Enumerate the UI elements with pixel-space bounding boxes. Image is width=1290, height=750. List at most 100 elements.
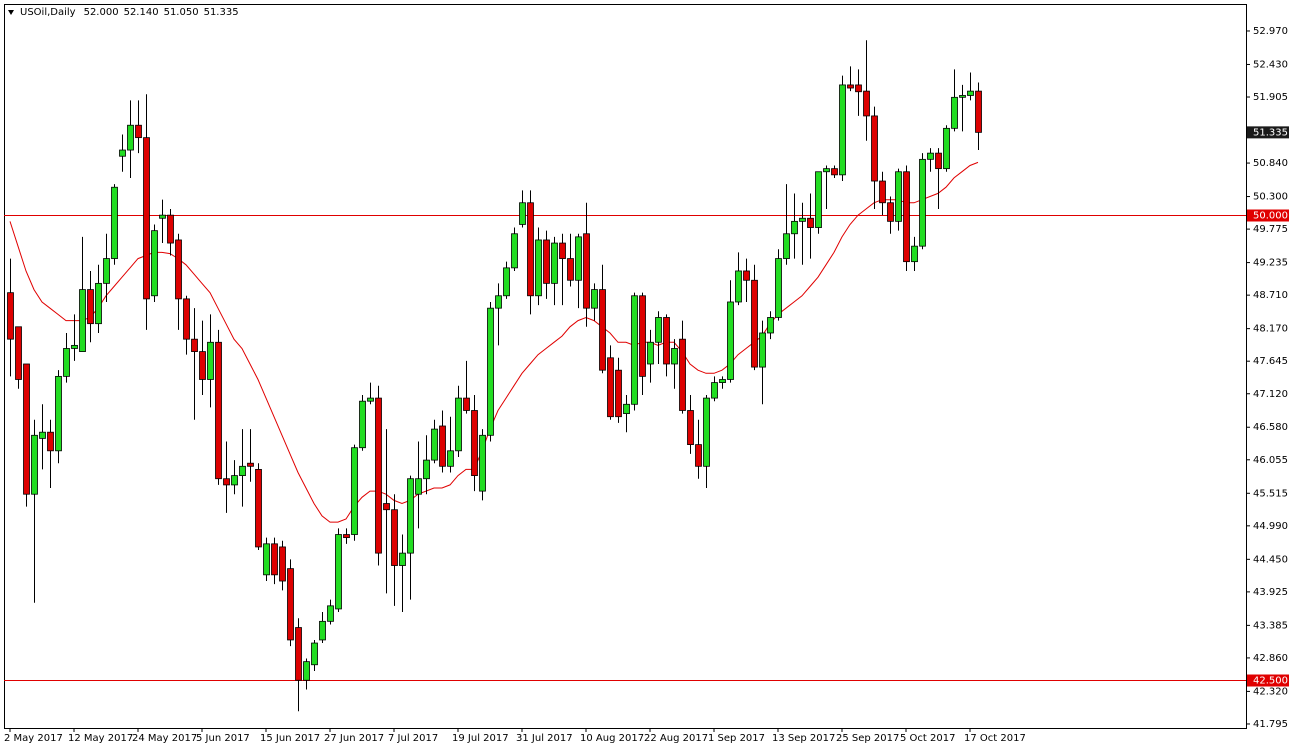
- candle-body: [783, 233, 790, 259]
- candle-body: [655, 317, 662, 343]
- candle-body: [767, 317, 774, 334]
- candle-body: [367, 397, 374, 402]
- x-tick-label: 17 Oct 2017: [964, 733, 1026, 744]
- candle-body: [551, 242, 558, 284]
- candle-body: [615, 369, 622, 418]
- x-tick-label: 12 May 2017: [68, 733, 133, 744]
- candle-body: [823, 168, 830, 173]
- candle-body: [927, 152, 934, 160]
- candle-body: [967, 90, 974, 96]
- candle-body: [63, 348, 70, 377]
- candle-body: [335, 534, 342, 610]
- candle-body: [599, 289, 606, 371]
- candle-body: [487, 307, 494, 436]
- candle-body: [175, 239, 182, 300]
- candle-body: [559, 242, 566, 259]
- candle-body: [255, 469, 262, 548]
- candle-body: [311, 642, 318, 666]
- y-tick-label: 44.990: [1253, 521, 1288, 532]
- candle-body: [623, 403, 630, 414]
- candle-body: [23, 363, 30, 495]
- y-tick-label: 46.055: [1253, 455, 1288, 466]
- y-tick-label: 48.170: [1253, 324, 1288, 335]
- candle-body: [935, 152, 942, 170]
- candle-body: [127, 124, 134, 151]
- candle-body: [751, 279, 758, 368]
- candle-body: [735, 270, 742, 303]
- candle-body: [695, 444, 702, 467]
- candle-body: [391, 509, 398, 566]
- candle-body: [455, 397, 462, 452]
- candle-body: [663, 317, 670, 365]
- candle-body: [111, 186, 118, 259]
- candle-body: [839, 84, 846, 176]
- y-tick-label: 46.580: [1253, 422, 1288, 433]
- candle-body: [575, 236, 582, 281]
- x-tick-label: 13 Sep 2017: [772, 733, 835, 744]
- candle-body: [583, 233, 590, 309]
- y-tick-label: 48.710: [1253, 290, 1288, 301]
- candle-body: [775, 258, 782, 318]
- candle-body: [143, 137, 150, 300]
- candle-body: [687, 410, 694, 446]
- candle-body: [807, 217, 814, 228]
- candle-body: [119, 149, 126, 157]
- candle-body: [423, 459, 430, 480]
- candle-body: [191, 338, 198, 352]
- candle-body: [447, 450, 454, 467]
- x-tick-label: 1 Sep 2017: [708, 733, 765, 744]
- candle-body: [383, 503, 390, 511]
- candle-body: [895, 171, 902, 222]
- y-tick-label: 51.905: [1253, 92, 1288, 103]
- candle-body: [287, 568, 294, 641]
- candle-body: [887, 202, 894, 222]
- candle-body: [879, 180, 886, 204]
- candle-body: [95, 282, 102, 325]
- menu-arrow[interactable]: [8, 10, 14, 15]
- candle-body: [831, 168, 838, 176]
- chart-title: USOil,Daily: [20, 7, 76, 18]
- y-tick-label: 47.645: [1253, 356, 1288, 367]
- candle-body: [591, 289, 598, 309]
- level-label: 42.500: [1253, 676, 1288, 687]
- moving-average-line: [9, 161, 979, 523]
- header-value: 52.000: [84, 7, 119, 18]
- header-value: 52.140: [124, 7, 159, 18]
- x-tick-label: 15 Jun 2017: [260, 733, 320, 744]
- candle-body: [79, 289, 86, 352]
- candle-body: [7, 292, 14, 340]
- candle-body: [183, 298, 190, 340]
- candle-body: [855, 84, 862, 93]
- candle-body: [375, 397, 382, 554]
- y-tick-label: 42.320: [1253, 686, 1288, 697]
- candle-body: [959, 95, 966, 98]
- x-tick-label: 2 May 2017: [4, 733, 63, 744]
- candle-body: [791, 220, 798, 235]
- candle-body: [271, 543, 278, 576]
- candle-body: [151, 230, 158, 297]
- x-tick-label: 24 May 2017: [132, 733, 197, 744]
- candle-body: [359, 400, 366, 449]
- candle-body: [503, 267, 510, 297]
- candle-body: [223, 478, 230, 486]
- candle-body: [951, 96, 958, 129]
- candle-body: [87, 289, 94, 325]
- candle-body: [199, 351, 206, 380]
- candle-body: [527, 202, 534, 297]
- candle-body: [847, 84, 854, 89]
- candle-body: [799, 217, 806, 222]
- candle-body: [207, 341, 214, 380]
- candle-body: [279, 546, 286, 582]
- last-bar-values: 52.000 52.140 51.050 51.335: [84, 7, 239, 18]
- candle-body: [327, 605, 334, 622]
- x-tick-label: 25 Sep 2017: [836, 733, 899, 744]
- candle-body: [495, 295, 502, 309]
- y-tick-label: 47.120: [1253, 389, 1288, 400]
- candle-body: [639, 295, 646, 377]
- candle-body: [543, 239, 550, 284]
- y-tick-label: 44.450: [1253, 554, 1288, 565]
- current-price-label: 51.335: [1253, 127, 1288, 138]
- candle-body: [631, 295, 638, 405]
- y-tick-label: 49.775: [1253, 224, 1288, 235]
